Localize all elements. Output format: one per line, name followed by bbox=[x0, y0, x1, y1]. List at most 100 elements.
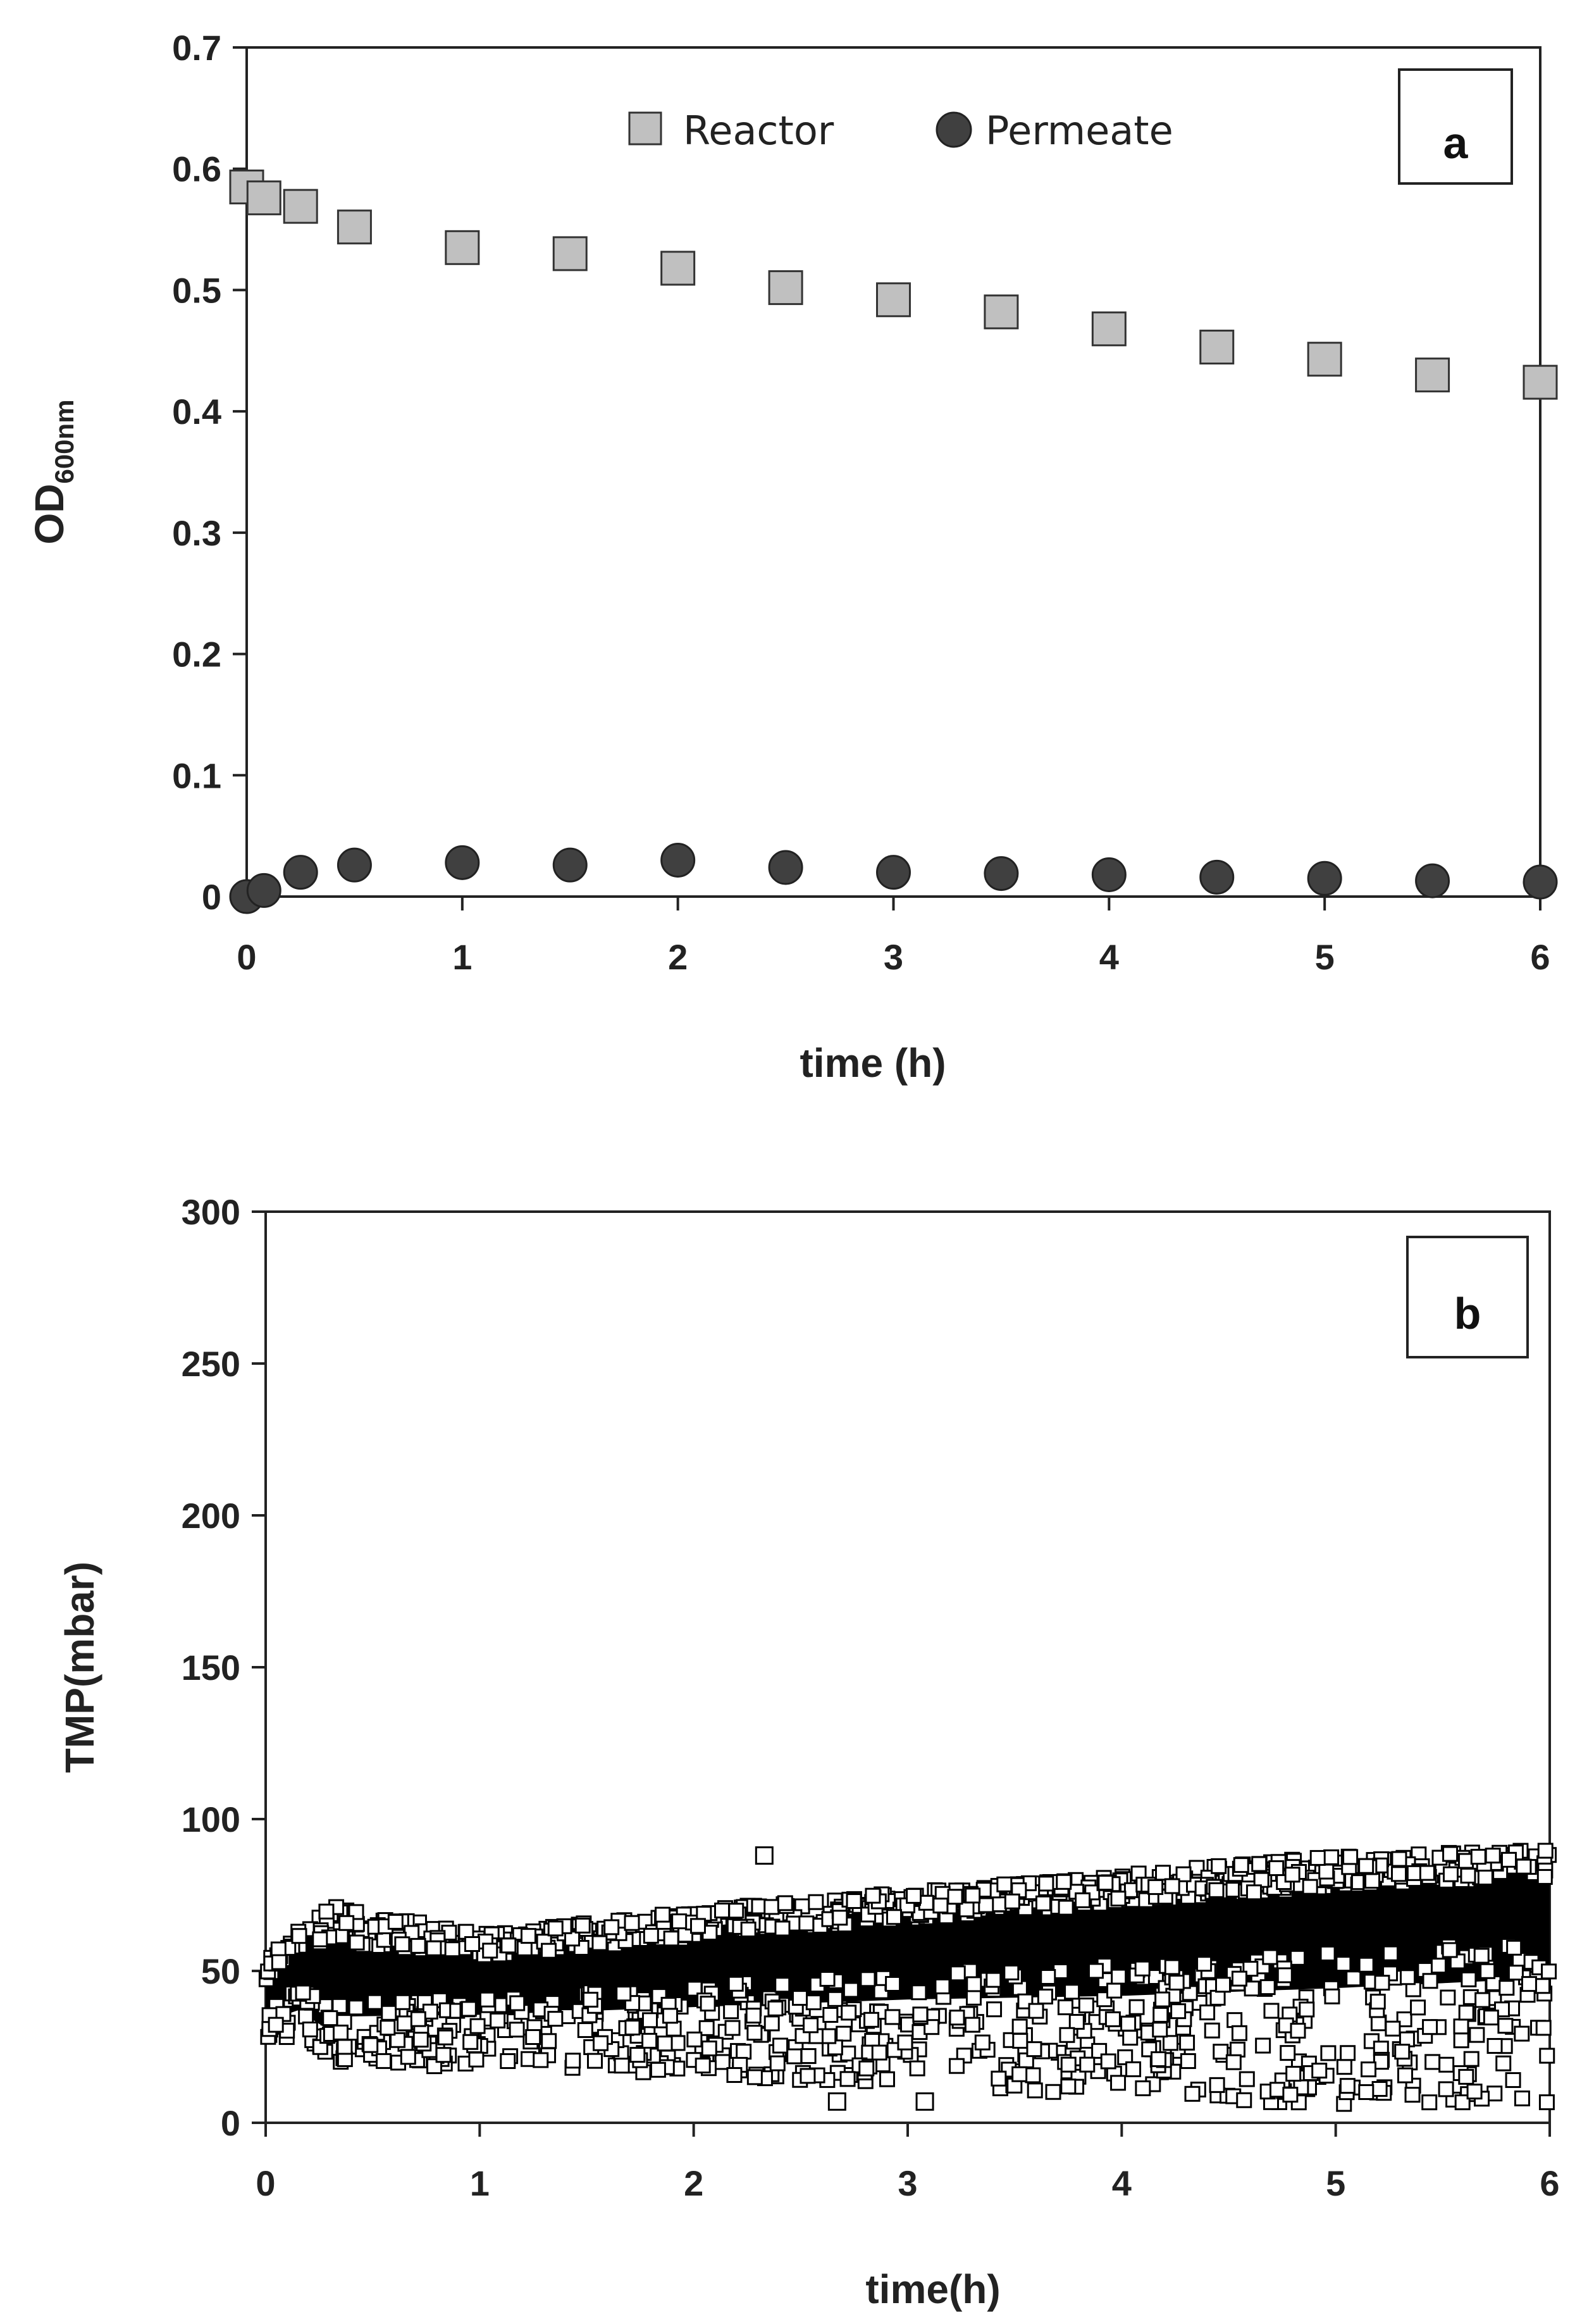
tmp-point bbox=[991, 1896, 1007, 1913]
tmp-point bbox=[312, 1931, 328, 1948]
tmp-point bbox=[1239, 2071, 1255, 2087]
tmp-point bbox=[1299, 2001, 1315, 2018]
tmp-point bbox=[1473, 1948, 1490, 1964]
y-tick-label: 0.5 bbox=[172, 270, 221, 310]
y-tick-label: 300 bbox=[182, 1192, 240, 1232]
tmp-point bbox=[1110, 1891, 1127, 1907]
tmp-point bbox=[1025, 2067, 1041, 2084]
tmp-point bbox=[996, 1876, 1013, 1892]
tmp-point bbox=[268, 2016, 284, 2033]
y-tick-label: 0.1 bbox=[172, 755, 221, 795]
y-tick-label: 0.3 bbox=[172, 513, 221, 553]
x-tick-label: 2 bbox=[668, 937, 688, 977]
tmp-point bbox=[426, 1940, 442, 1956]
tmp-point bbox=[1079, 2056, 1096, 2073]
tmp-point bbox=[1442, 1866, 1459, 1882]
y-tick-label: 0.2 bbox=[172, 635, 221, 674]
tmp-point bbox=[591, 1935, 608, 1951]
reactor-point bbox=[246, 180, 281, 216]
tmp-point bbox=[1506, 1939, 1523, 1956]
tmp-point bbox=[490, 2012, 506, 2029]
tmp-point bbox=[587, 2053, 603, 2069]
tmp-point bbox=[965, 1887, 981, 1904]
tmp-point bbox=[1541, 1963, 1557, 1980]
tmp-point bbox=[1175, 1866, 1192, 1882]
tmp-point bbox=[714, 2054, 731, 2070]
tmp-point bbox=[1396, 2011, 1412, 2027]
tmp-point bbox=[400, 2049, 416, 2065]
tmp-point bbox=[820, 2028, 837, 2044]
tmp-point bbox=[509, 2022, 525, 2038]
tmp-point bbox=[1155, 1865, 1171, 1881]
tmp-point bbox=[1514, 2025, 1530, 2042]
tmp-point bbox=[1514, 2090, 1530, 2106]
legend-label-reactor: Reactor bbox=[683, 108, 834, 154]
tmp-point bbox=[1060, 2079, 1077, 2095]
tmp-point bbox=[1236, 2092, 1252, 2108]
tmp-point bbox=[1199, 2004, 1216, 2021]
tmp-point bbox=[1422, 2019, 1438, 2035]
tmp-point bbox=[1040, 1968, 1056, 1985]
tmp-point bbox=[624, 1915, 640, 1931]
tmp-point bbox=[565, 2053, 581, 2069]
tmp-point bbox=[1215, 1977, 1232, 1993]
x-tick-label: 5 bbox=[1315, 937, 1335, 977]
y-tick-label: 100 bbox=[182, 1799, 240, 1839]
tmp-point bbox=[1302, 1879, 1318, 1895]
panel-b-label-box bbox=[1406, 1236, 1529, 1358]
tmp-point bbox=[1180, 2053, 1196, 2069]
tmp-point bbox=[1204, 2022, 1220, 2039]
tmp-point bbox=[1196, 1956, 1213, 1972]
tmp-point bbox=[1458, 2004, 1474, 2021]
tmp-point bbox=[912, 2006, 929, 2023]
tmp-point bbox=[338, 1915, 355, 1931]
tmp-point bbox=[763, 2015, 780, 2032]
tmp-point bbox=[1213, 2044, 1229, 2060]
tmp-point bbox=[444, 1941, 460, 1958]
tmp-point bbox=[479, 1991, 495, 2008]
tmp-point bbox=[1537, 1842, 1554, 1859]
tmp-point bbox=[464, 1936, 481, 1953]
tmp-point bbox=[541, 2033, 557, 2049]
reactor-point bbox=[660, 251, 696, 286]
tmp-point bbox=[947, 1889, 963, 1905]
permeate-point bbox=[768, 850, 803, 885]
tmp-point bbox=[671, 1913, 688, 1930]
panel-b-chart: 0 50 100 150 200 250 300 0 1 2 3 4 5 6 b time(h) TMP… bbox=[57, 1192, 1560, 2312]
tmp-point bbox=[1438, 2056, 1455, 2073]
tmp-point bbox=[1495, 2055, 1512, 2072]
tmp-point bbox=[376, 1932, 392, 1948]
tmp-point bbox=[1507, 1965, 1524, 1981]
tmp-outlier-point bbox=[827, 2092, 846, 2111]
tmp-point bbox=[1035, 1895, 1051, 1911]
tmp-point bbox=[1135, 2080, 1151, 2096]
tmp-point bbox=[387, 1913, 404, 1930]
tmp-point bbox=[541, 1942, 557, 1959]
tmp-point bbox=[1027, 2082, 1043, 2099]
tmp-point bbox=[593, 2035, 609, 2051]
panel-b-y-axis-label: TMP(mbar) bbox=[57, 1562, 102, 1773]
tmp-point bbox=[978, 1897, 994, 1913]
tmp-point bbox=[1184, 2085, 1201, 2102]
tmp-point bbox=[1038, 1875, 1054, 1892]
tmp-point bbox=[1458, 2068, 1474, 2085]
tmp-point bbox=[1012, 2032, 1029, 2049]
permeate-point bbox=[984, 856, 1019, 892]
tmp-point bbox=[1505, 2072, 1521, 2088]
tmp-point bbox=[641, 2032, 658, 2049]
tmp-point bbox=[1282, 2087, 1299, 2103]
y-tick-label: 0.6 bbox=[172, 149, 221, 189]
tmp-point bbox=[1262, 1949, 1278, 1965]
tmp-point bbox=[1168, 1974, 1185, 1991]
legend-marker-reactor bbox=[628, 111, 662, 146]
x-tick-label: 4 bbox=[1112, 2163, 1132, 2203]
reactor-point bbox=[445, 230, 480, 265]
tmp-point bbox=[397, 2015, 413, 2032]
panel-b-series bbox=[258, 1842, 1557, 2112]
tmp-point bbox=[1164, 1959, 1180, 1975]
y-tick-label: 0.7 bbox=[172, 28, 221, 68]
tmp-point bbox=[1521, 1976, 1537, 1992]
reactor-point bbox=[1091, 311, 1127, 347]
tmp-point bbox=[1424, 2054, 1441, 2070]
tmp-point bbox=[1251, 1856, 1268, 1872]
